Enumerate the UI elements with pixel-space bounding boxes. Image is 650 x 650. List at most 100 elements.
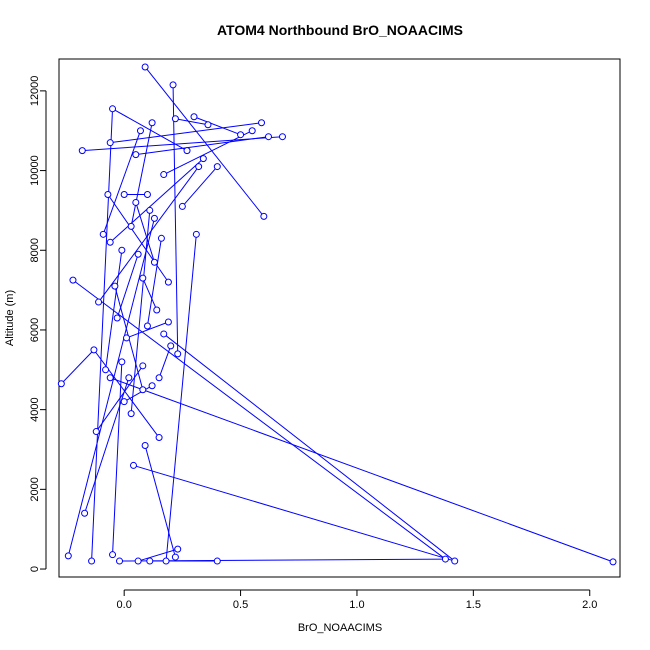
series-line-segment: [112, 361, 123, 555]
data-point: [134, 557, 142, 565]
data-point: [171, 553, 179, 561]
series-line-segment: [110, 122, 262, 144]
data-point: [441, 555, 449, 563]
data-point: [118, 246, 126, 254]
data-point: [265, 133, 273, 141]
data-point: [141, 63, 149, 71]
x-tick-label: 1.5: [466, 599, 481, 611]
series-line-segment: [130, 210, 151, 414]
data-point: [190, 113, 198, 121]
data-point: [204, 121, 212, 129]
data-point: [132, 198, 140, 206]
y-tick-label: 8000: [29, 238, 41, 262]
y-axis-label: Altitude (m): [4, 290, 16, 346]
y-tick-label: 12000: [29, 76, 41, 107]
series-points: [57, 63, 617, 566]
data-point: [148, 119, 156, 127]
x-tick-label: 0.5: [233, 599, 248, 611]
series-line-segment: [112, 108, 188, 152]
data-point: [106, 238, 114, 246]
data-point: [99, 230, 107, 238]
series-line-segment: [138, 548, 178, 562]
data-point: [237, 131, 245, 139]
data-point: [278, 133, 286, 141]
data-point: [164, 318, 172, 326]
data-point: [123, 334, 131, 342]
y-tick-label: 0: [29, 566, 41, 572]
series-line-segment: [146, 238, 162, 327]
series-line-segment: [175, 118, 209, 126]
data-point: [134, 250, 142, 258]
data-point: [92, 428, 100, 436]
data-point: [120, 190, 128, 198]
data-point: [104, 190, 112, 198]
data-point: [127, 410, 135, 418]
series-line-segment: [193, 116, 241, 136]
data-point: [116, 557, 124, 565]
data-point: [111, 282, 119, 290]
data-point: [120, 398, 128, 406]
data-point: [78, 147, 86, 155]
data-point: [146, 206, 154, 214]
data-point: [160, 171, 168, 179]
series-line-segment: [102, 130, 141, 235]
data-point: [167, 342, 175, 350]
data-point: [162, 557, 170, 565]
data-point: [155, 374, 163, 382]
data-point: [143, 322, 151, 330]
data-point: [155, 434, 163, 442]
series-line-segment: [67, 218, 155, 557]
data-point: [609, 558, 617, 566]
series-line-segment: [135, 202, 155, 263]
series-line-segment: [109, 158, 204, 243]
series-line-segment: [165, 234, 197, 562]
data-point: [146, 557, 154, 565]
data-point: [125, 374, 133, 382]
data-point: [199, 155, 207, 163]
y-axis: 0 2000 4000 6000 8000 10000 12000: [29, 76, 47, 572]
series-line-segment: [163, 130, 253, 176]
data-point: [136, 127, 144, 135]
data-point: [69, 276, 77, 284]
x-tick-label: 0.0: [117, 599, 132, 611]
series-line-segment: [130, 122, 153, 227]
x-tick-label: 2.0: [582, 599, 597, 611]
data-point: [106, 374, 114, 382]
data-point: [139, 274, 147, 282]
data-point: [174, 545, 182, 553]
data-point: [164, 278, 172, 286]
data-point: [451, 557, 459, 565]
series-line-segment: [110, 377, 614, 563]
data-point: [81, 509, 89, 517]
data-point: [213, 163, 221, 171]
series-line-segment: [98, 166, 200, 303]
series-line-segment: [126, 321, 169, 339]
data-point: [139, 362, 147, 370]
series-line-segment: [135, 136, 269, 156]
data-point: [195, 163, 203, 171]
data-point: [102, 366, 110, 374]
data-point: [150, 214, 158, 222]
series-line-segment: [60, 349, 95, 385]
series-line-segment: [144, 445, 176, 558]
data-point: [129, 461, 137, 469]
plot-frame: [58, 58, 621, 578]
data-point: [109, 105, 117, 113]
data-point: [109, 551, 117, 559]
series-line-segment: [123, 385, 153, 403]
series-line-segment: [158, 345, 172, 378]
data-point: [258, 119, 266, 127]
series-line-segment: [144, 66, 265, 217]
series-line-segment: [91, 108, 114, 562]
data-point: [150, 258, 158, 266]
data-point: [171, 115, 179, 123]
data-point: [248, 127, 256, 135]
data-point: [148, 382, 156, 390]
chart-title: ATOM4 Northbound BrO_NOAACIMS: [217, 22, 463, 38]
series-line-segment: [163, 333, 456, 562]
series-line-segment: [107, 194, 169, 283]
data-point: [213, 557, 221, 565]
data-point: [118, 358, 126, 366]
data-point: [160, 330, 168, 338]
